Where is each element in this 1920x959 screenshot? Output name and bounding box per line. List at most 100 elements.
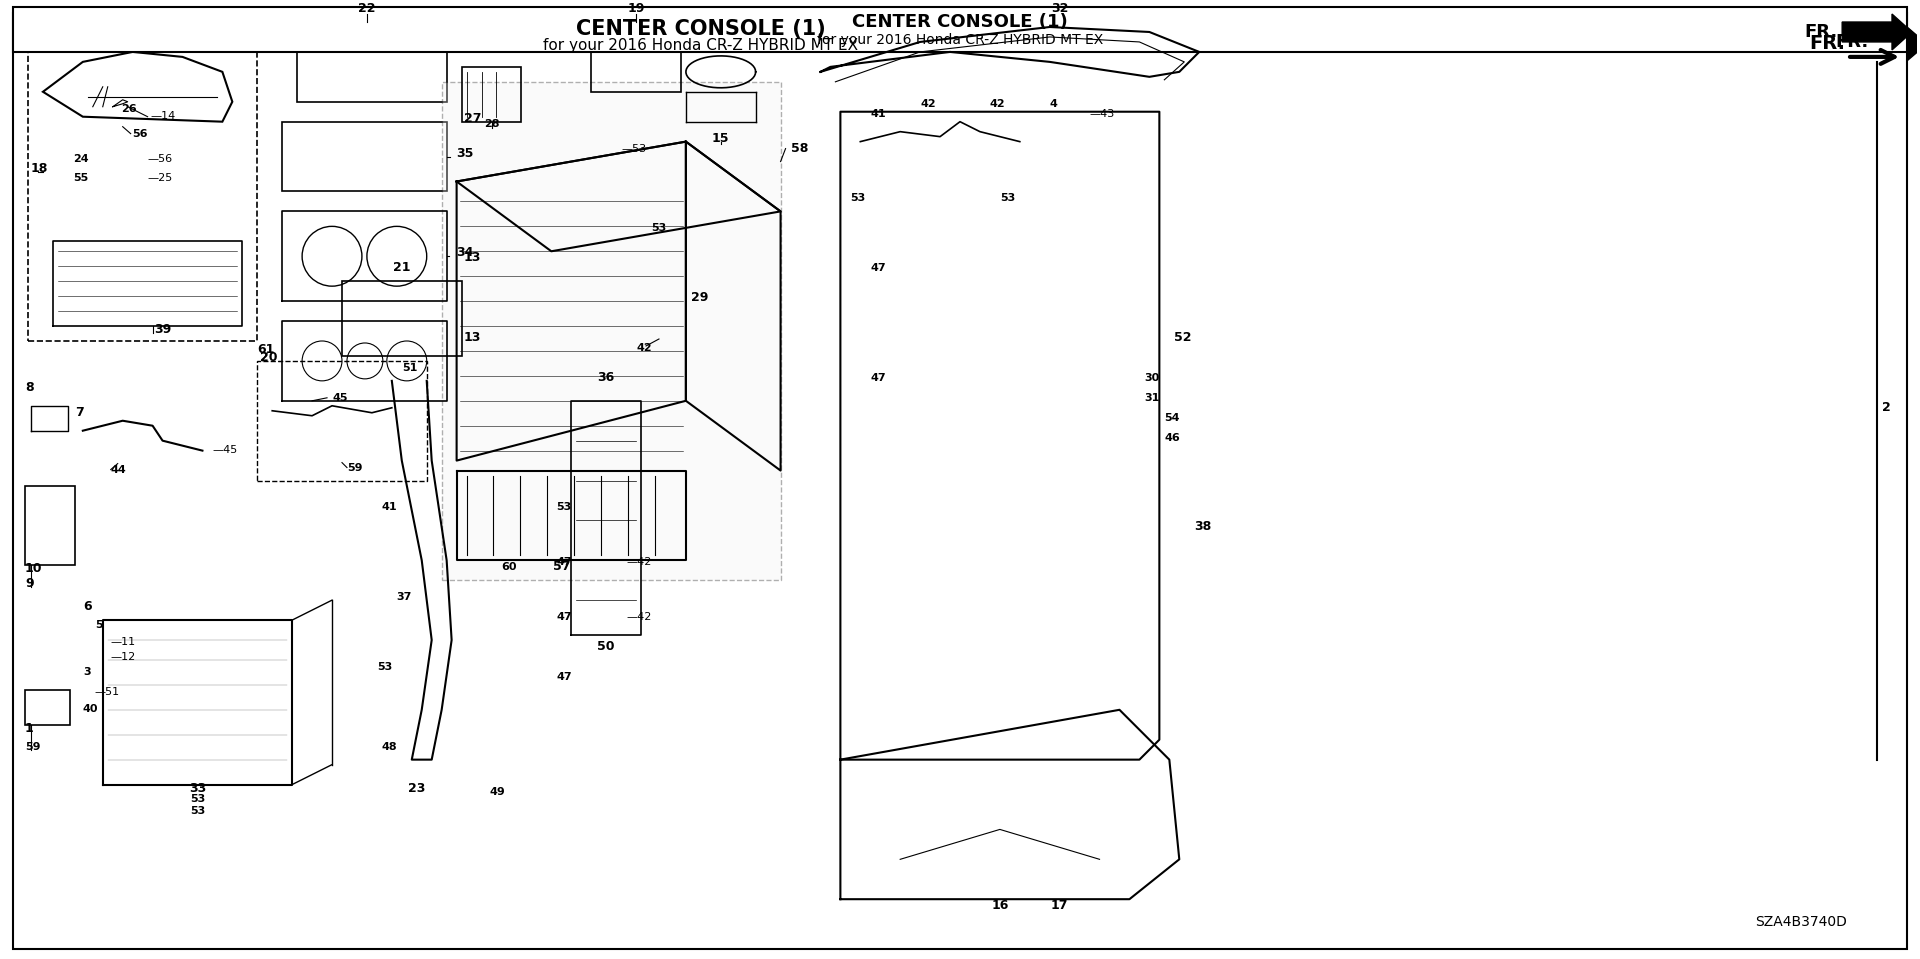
Text: CENTER CONSOLE (1): CENTER CONSOLE (1) (852, 13, 1068, 31)
Text: 24: 24 (73, 153, 88, 164)
Text: 47: 47 (557, 557, 572, 568)
Bar (25, 690, 69, 725)
Text: 8: 8 (25, 381, 35, 394)
Text: 59: 59 (348, 462, 363, 473)
Text: 42: 42 (636, 343, 651, 353)
Text: CENTER CONSOLE (1): CENTER CONSOLE (1) (576, 19, 826, 39)
Text: 3: 3 (83, 667, 90, 677)
Bar (442, 82, 781, 580)
Text: 47: 47 (870, 263, 885, 273)
Text: 35: 35 (457, 147, 474, 159)
Text: 52: 52 (1175, 331, 1192, 344)
Text: 53: 53 (190, 793, 205, 804)
Text: 9: 9 (25, 577, 35, 590)
Text: 19: 19 (628, 2, 645, 15)
Text: 55: 55 (73, 174, 88, 183)
Text: 37: 37 (397, 592, 413, 602)
Text: 1: 1 (25, 722, 35, 735)
Bar (282, 122, 447, 192)
Bar (298, 22, 447, 102)
Text: FR.: FR. (1809, 35, 1845, 54)
Text: 7: 7 (75, 406, 84, 419)
Text: 18: 18 (31, 161, 48, 175)
Text: 51: 51 (401, 363, 417, 373)
Bar (342, 281, 461, 356)
Text: 45: 45 (332, 393, 348, 403)
Text: —14: —14 (150, 110, 177, 121)
Text: 21: 21 (394, 261, 411, 274)
Text: 48: 48 (382, 741, 397, 752)
Text: 10: 10 (25, 562, 42, 575)
Text: 44: 44 (111, 464, 127, 475)
Bar (13, 7, 1907, 52)
Text: 53: 53 (1000, 194, 1016, 203)
Text: 47: 47 (557, 612, 572, 622)
Text: 50: 50 (597, 640, 614, 653)
Text: 47: 47 (557, 672, 572, 682)
Text: FR.: FR. (1836, 33, 1868, 51)
Text: 32: 32 (1050, 2, 1068, 15)
Text: 28: 28 (484, 119, 499, 129)
Text: —51: —51 (94, 687, 119, 697)
Polygon shape (1841, 14, 1912, 50)
Text: 46: 46 (1164, 433, 1181, 443)
Text: 26: 26 (121, 104, 136, 114)
Text: 41: 41 (870, 108, 885, 119)
Text: 61: 61 (257, 343, 275, 356)
Text: 33: 33 (188, 782, 205, 795)
Text: —11: —11 (111, 637, 136, 647)
Text: 42: 42 (991, 99, 1006, 108)
Text: —45: —45 (213, 445, 238, 455)
Text: 13: 13 (463, 331, 482, 344)
Text: SZA4B3740D: SZA4B3740D (1755, 915, 1847, 929)
Text: 30: 30 (1144, 373, 1160, 383)
Text: —43: —43 (1089, 108, 1116, 119)
Text: for your 2016 Honda CR-Z HYBRID MT EX: for your 2016 Honda CR-Z HYBRID MT EX (543, 38, 858, 54)
Text: 53: 53 (376, 662, 392, 672)
Text: 34: 34 (457, 246, 474, 259)
Text: 53: 53 (851, 194, 866, 203)
Bar (25, 485, 75, 565)
Text: 42: 42 (920, 99, 935, 108)
Text: 36: 36 (597, 371, 614, 384)
Text: 38: 38 (1194, 521, 1212, 533)
Text: 15: 15 (712, 131, 730, 145)
Text: 53: 53 (557, 503, 572, 512)
Text: 31: 31 (1144, 393, 1160, 403)
Text: —56: —56 (148, 153, 173, 164)
Text: 47: 47 (870, 373, 885, 383)
Text: 60: 60 (501, 562, 516, 573)
Text: —42: —42 (626, 612, 651, 622)
Text: 59: 59 (25, 741, 40, 752)
Text: 53: 53 (190, 807, 205, 816)
Text: 2: 2 (1882, 401, 1891, 413)
Bar (29, 52, 257, 341)
Bar (257, 361, 426, 480)
Bar (591, 22, 682, 92)
Text: —12: —12 (111, 652, 136, 662)
Text: 58: 58 (791, 142, 808, 154)
Text: 4: 4 (1050, 99, 1058, 108)
Text: 17: 17 (1050, 900, 1068, 912)
Text: 49: 49 (490, 786, 505, 797)
Text: 27: 27 (463, 111, 482, 125)
Text: FR.: FR. (1805, 23, 1837, 41)
Text: 5: 5 (94, 620, 102, 630)
Text: 13: 13 (463, 251, 482, 265)
Text: for your 2016 Honda CR-Z HYBRID MT EX: for your 2016 Honda CR-Z HYBRID MT EX (816, 33, 1104, 47)
Text: 6: 6 (83, 600, 92, 613)
Text: 40: 40 (83, 704, 98, 713)
Text: 23: 23 (409, 782, 426, 795)
Text: —42: —42 (626, 557, 651, 568)
Text: 20: 20 (261, 351, 278, 363)
Text: 29: 29 (691, 292, 708, 304)
Text: 16: 16 (991, 900, 1008, 912)
Text: 22: 22 (359, 2, 376, 15)
Polygon shape (1853, 27, 1920, 60)
Bar (461, 67, 522, 122)
Text: 41: 41 (382, 503, 397, 512)
Text: —25: —25 (148, 174, 173, 183)
Text: 53: 53 (651, 223, 666, 233)
Text: 56: 56 (132, 129, 148, 139)
Text: 39: 39 (154, 323, 171, 336)
